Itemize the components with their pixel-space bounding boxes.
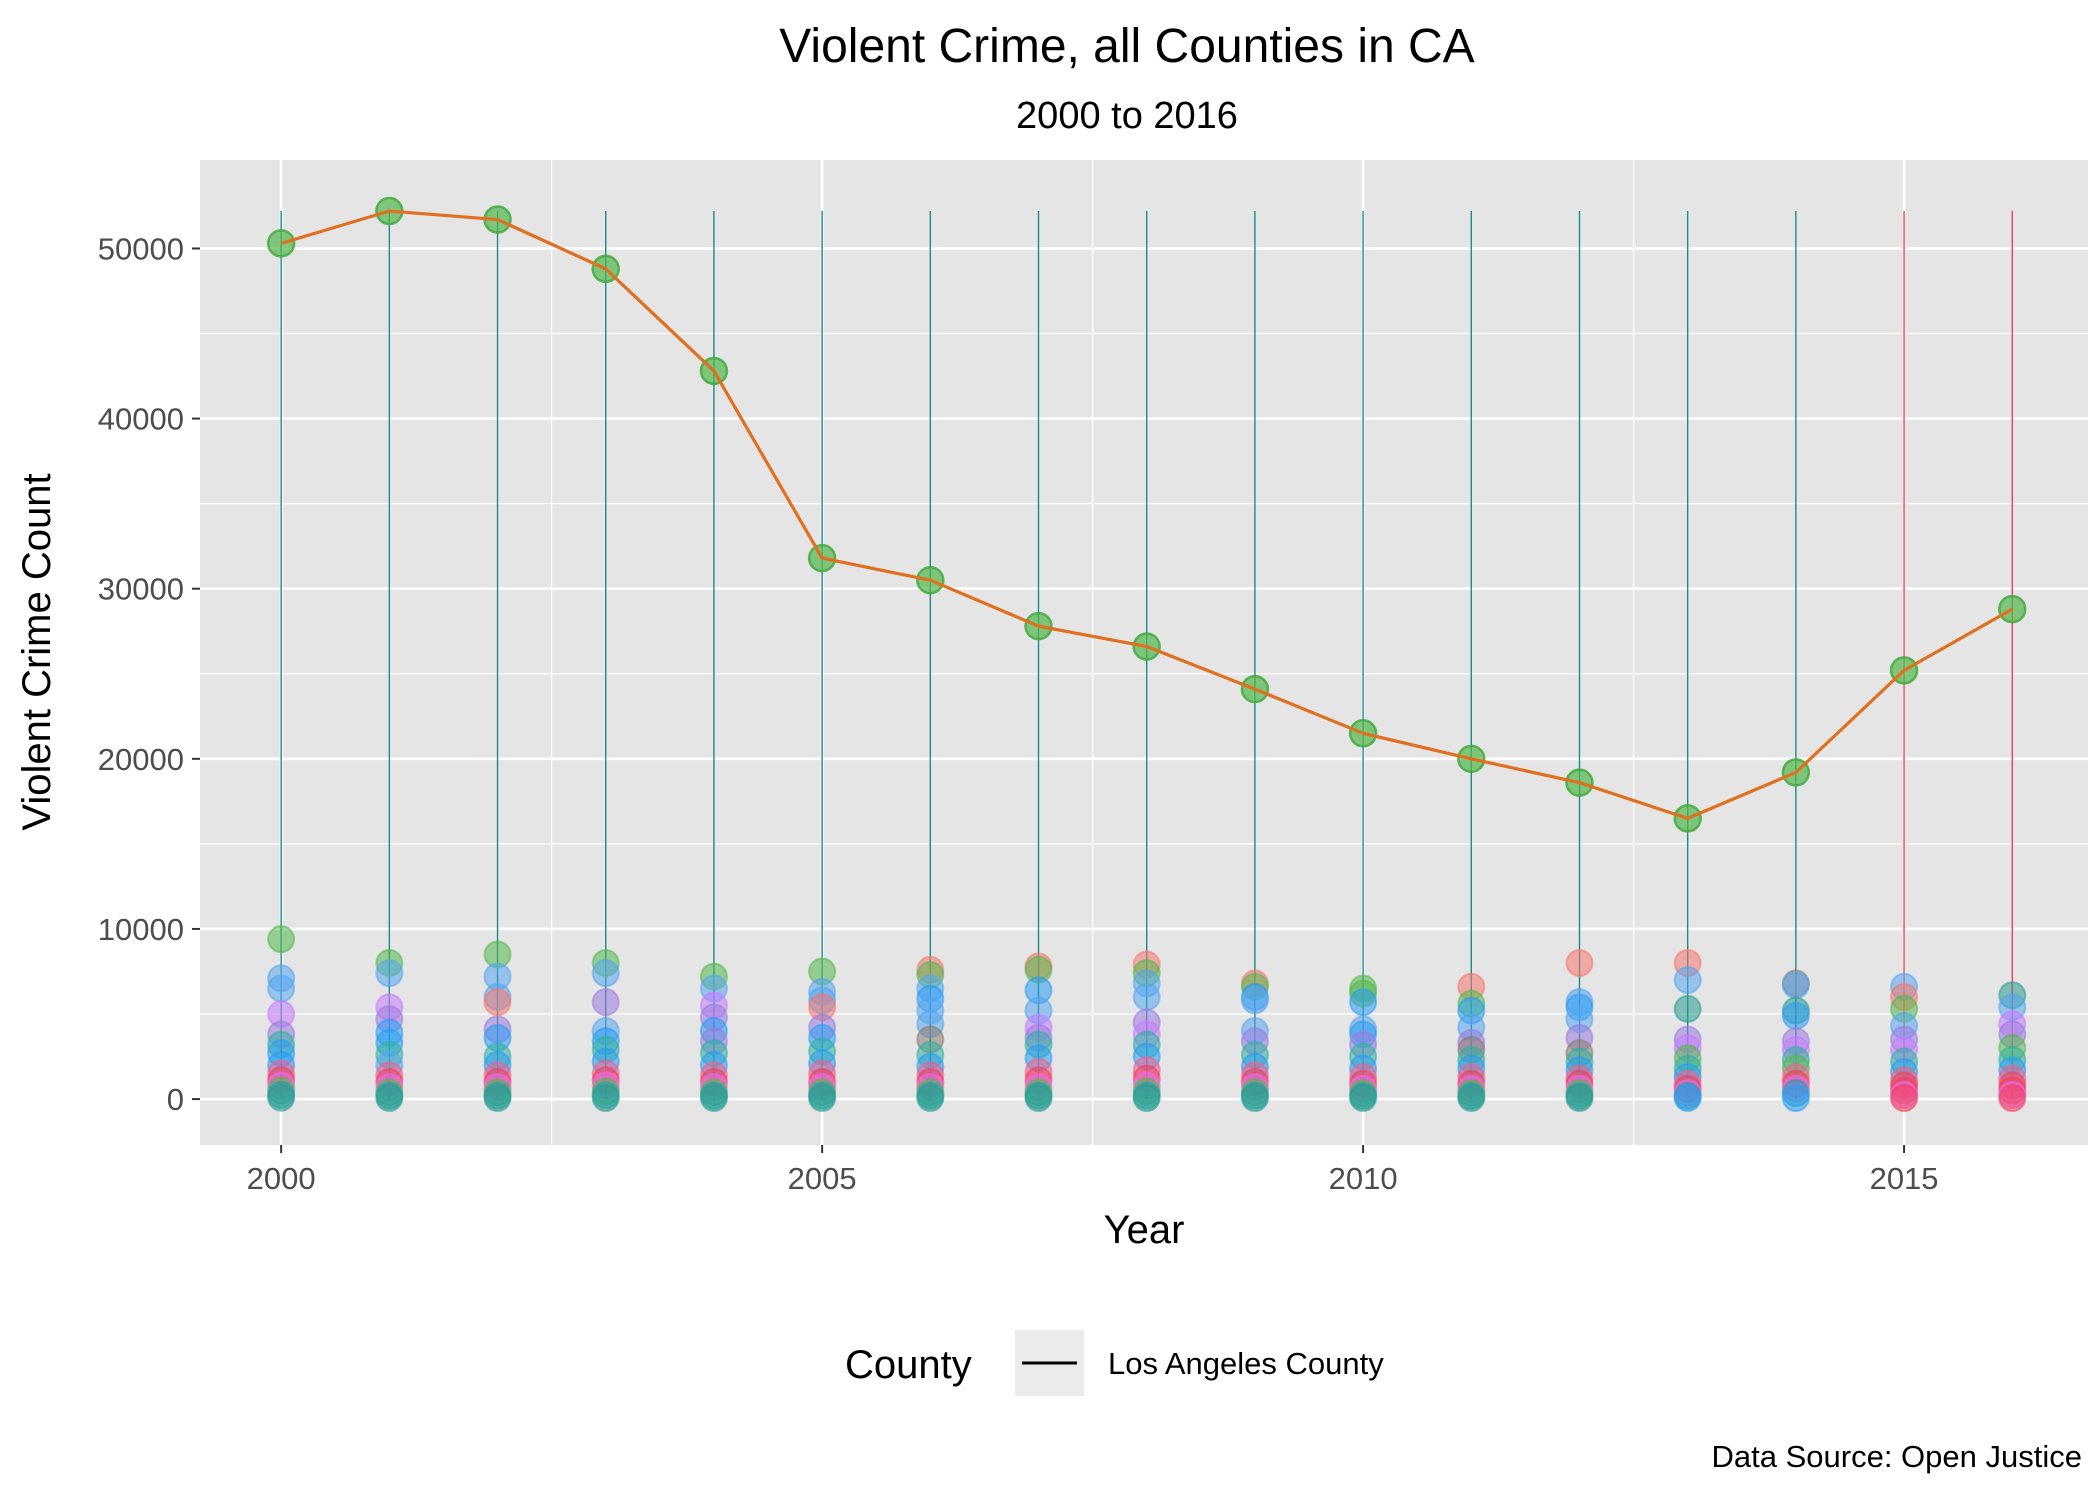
county-point xyxy=(1998,1084,2027,1113)
county-point xyxy=(699,1084,728,1113)
county-point xyxy=(1240,986,1269,1015)
los-angeles-point xyxy=(266,229,296,258)
legend-title: County xyxy=(845,1343,972,1387)
county-point xyxy=(1673,1084,1702,1113)
county-point xyxy=(1240,1084,1269,1113)
county-point xyxy=(1565,1084,1594,1113)
county-point xyxy=(591,959,620,988)
y-tick-label: 40000 xyxy=(98,402,184,437)
y-tick-label: 30000 xyxy=(98,572,184,607)
county-point xyxy=(375,1084,404,1113)
county-point xyxy=(808,1084,837,1113)
county-point xyxy=(1565,948,1594,977)
county-point xyxy=(1781,971,1810,1000)
y-tick-label: 0 xyxy=(167,1082,184,1117)
county-point xyxy=(1132,982,1161,1011)
county-point xyxy=(1781,1001,1810,1030)
county-point xyxy=(1132,1084,1161,1113)
y-axis-title: Violent Crime Count xyxy=(15,473,59,830)
county-point xyxy=(375,959,404,988)
county-point xyxy=(1349,1084,1378,1113)
x-axis-title: Year xyxy=(1104,1208,1185,1252)
county-point xyxy=(483,988,512,1017)
county-point xyxy=(1890,1084,1919,1113)
los-angeles-point xyxy=(1998,594,2027,624)
x-tick-label: 2000 xyxy=(247,1161,316,1196)
county-point xyxy=(916,1084,945,1113)
data-source-caption: Data Source: Open Justice xyxy=(1712,1439,2082,1474)
chart-subtitle: 2000 to 2016 xyxy=(1016,95,1238,137)
x-axis: 2000 2005 2010 2015 xyxy=(247,1145,1939,1196)
county-point xyxy=(1457,1084,1486,1113)
county-point xyxy=(591,988,620,1017)
y-axis: 0 10000 20000 30000 40000 50000 xyxy=(98,231,200,1117)
x-tick-label: 2015 xyxy=(1870,1161,1939,1196)
y-tick-label: 10000 xyxy=(98,912,184,947)
county-points xyxy=(267,925,2027,1113)
x-tick-label: 2005 xyxy=(788,1161,857,1196)
legend: County Los Angeles County xyxy=(845,1330,1384,1396)
los-angeles-line xyxy=(280,209,2014,820)
los-angeles-series xyxy=(266,196,2027,833)
county-point xyxy=(483,1084,512,1113)
county-point xyxy=(1024,1084,1053,1113)
legend-label-los-angeles-county: Los Angeles County xyxy=(1108,1346,1384,1381)
county-point xyxy=(1781,1084,1810,1113)
chart-title: Violent Crime, all Counties in CA xyxy=(779,20,1474,73)
county-point xyxy=(267,974,296,1003)
county-point xyxy=(1349,988,1378,1017)
y-tick-label: 20000 xyxy=(98,742,184,777)
county-point xyxy=(267,1083,296,1112)
y-tick-label: 50000 xyxy=(98,231,184,266)
county-point xyxy=(267,925,296,954)
county-point xyxy=(1673,965,1702,994)
x-tick-label: 2010 xyxy=(1329,1161,1398,1196)
county-point xyxy=(591,1084,620,1113)
county-point xyxy=(1673,994,1702,1023)
